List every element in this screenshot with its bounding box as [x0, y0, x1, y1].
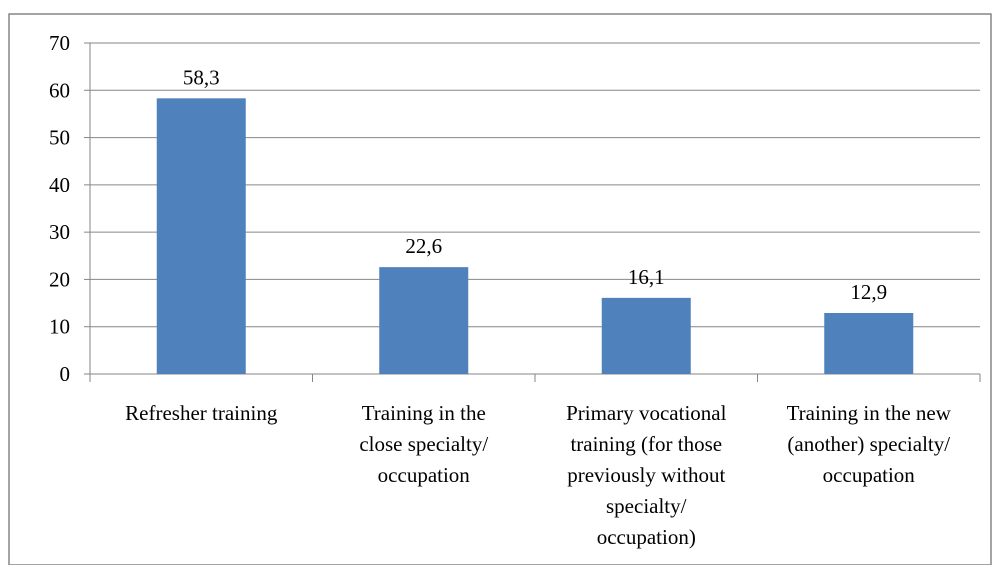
bars [156, 98, 914, 375]
bar [601, 297, 691, 374]
category-label-line: Refresher training [125, 401, 278, 425]
y-tick-label: 60 [49, 78, 70, 102]
category-label: Training in the new (another) specialty/o… [787, 401, 952, 487]
category-label: Refresher training [125, 401, 278, 425]
category-label-line: occupation) [597, 525, 696, 549]
category-label: Primary vocational training (for those pre… [566, 401, 727, 549]
category-label-line: Training in the [362, 401, 486, 425]
y-tick-label: 10 [49, 315, 70, 339]
category-label-line: (another) specialty/ [787, 432, 950, 456]
y-tick-label: 20 [49, 267, 70, 291]
bar [824, 313, 914, 374]
bar [379, 267, 469, 374]
bar [156, 98, 246, 375]
data-label: 12,9 [850, 280, 887, 304]
category-labels: Refresher training Training in the close s… [125, 401, 952, 549]
y-tick-label: 70 [49, 31, 70, 55]
category-label-line: occupation [823, 463, 916, 487]
y-tick-label: 40 [49, 173, 70, 197]
category-label-line: close specialty/ [359, 432, 488, 456]
category-label: Training in the close specialty/occupatio… [359, 401, 488, 487]
data-label: 16,1 [628, 265, 665, 289]
y-tick-label: 0 [60, 362, 71, 386]
category-label-line: specialty/ [606, 494, 687, 518]
data-label: 22,6 [405, 234, 442, 258]
y-tick-label: 50 [49, 126, 70, 150]
category-label-line: Primary vocational [566, 401, 727, 425]
category-label-line: occupation [378, 463, 471, 487]
data-label: 58,3 [183, 65, 220, 89]
category-label-line: previously without [567, 463, 725, 487]
category-label-line: Training in the new [787, 401, 952, 425]
category-label-line: training (for those [570, 432, 722, 456]
y-tick-label: 30 [49, 220, 70, 244]
data-labels: 58,3 22,6 16,1 12,9 [183, 65, 887, 304]
